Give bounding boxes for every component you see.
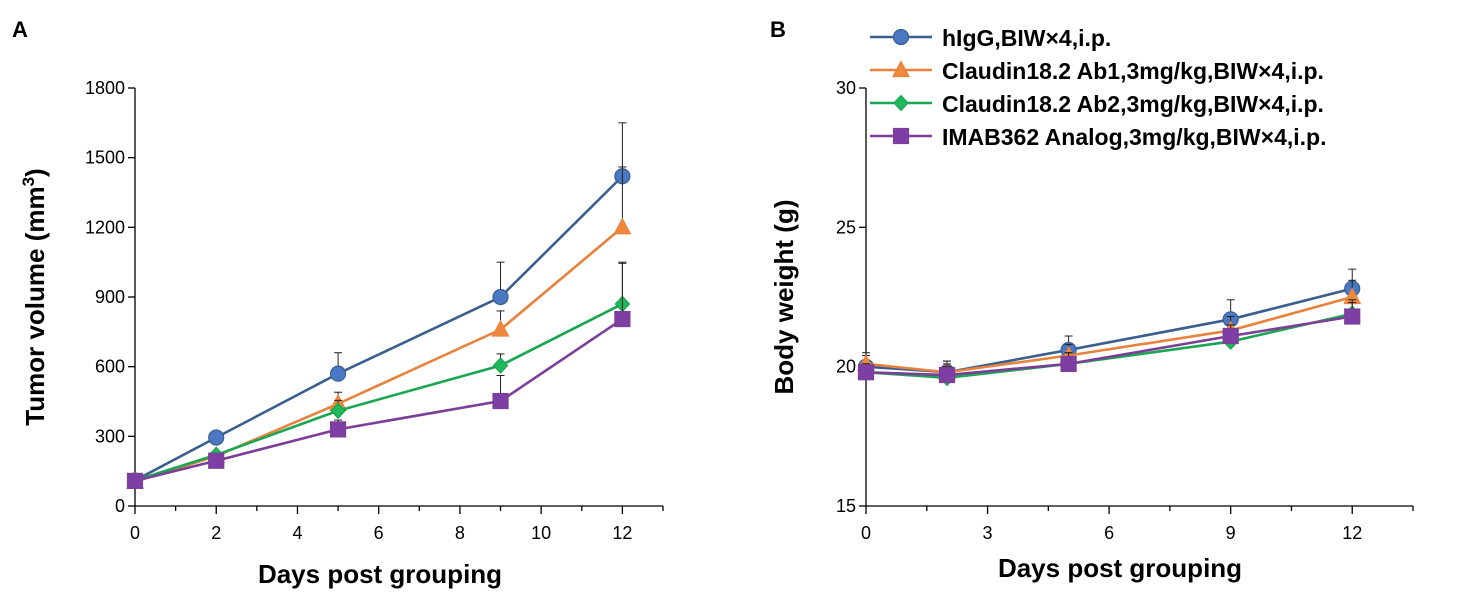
panel-b-series-line [865, 312, 1353, 380]
panel-b-x-tick-label: 6 [1104, 523, 1114, 543]
panel-a-series-line [134, 175, 624, 482]
panel-b-series-1 [857, 268, 1361, 381]
panel-a-y-tick-label: 1800 [85, 78, 125, 98]
legend-label: Claudin18.2 Ab2,3mg/kg,BIW×4,i.p. [942, 91, 1324, 117]
panel-a-x-tick-label: 10 [531, 523, 551, 543]
panel-a-y-axis-title: Tumor volume (mm3) [19, 168, 50, 425]
panel-a-plot: 0 300 600 900 1200 1500 1800 0 2 4 6 8 10 12 [85, 78, 664, 543]
legend-item: Claudin18.2 Ab2,3mg/kg,BIW×4,i.p. [870, 91, 1324, 117]
panel-a-data-point [126, 472, 144, 490]
panel-a-series-3 [127, 261, 631, 489]
panel-b-data-point [1060, 355, 1077, 372]
legend-item: IMAB362 Analog,3mg/kg,BIW×4,i.p. [870, 124, 1326, 150]
panel-b-y-tick-label: 15 [836, 496, 856, 516]
panel-a-data-point [492, 392, 509, 410]
legend-marker [892, 28, 910, 46]
panel-a-data-point [614, 310, 631, 328]
legend-item: Claudin18.2 Ab1,3mg/kg,BIW×4,i.p. [870, 58, 1324, 84]
panel-b-x-tick-label: 0 [861, 523, 871, 543]
panel-b-x-tick-label: 9 [1226, 523, 1236, 543]
panel-a-x-tick-label: 6 [374, 523, 384, 543]
panel-a-data-point [208, 452, 225, 469]
legend-marker [892, 60, 910, 78]
panel-a-y-tick-label: 1500 [85, 148, 125, 168]
legend-label: IMAB362 Analog,3mg/kg,BIW×4,i.p. [942, 124, 1326, 150]
panel-a-y-tick-label: 600 [95, 357, 125, 377]
panel-b-y-tick-label: 25 [836, 217, 856, 237]
panel-b-plot: 15 20 25 30 0 3 6 9 12 [836, 78, 1414, 543]
panel-a-series-4 [126, 262, 631, 490]
panel-b-x-tick-label: 12 [1342, 523, 1362, 543]
legend: hIgG,BIW×4,i.p. Claudin18.2 Ab1,3mg/kg,BI… [870, 25, 1326, 150]
panel-a-y-tick-label: 900 [95, 287, 125, 307]
panel-a-data-point [492, 288, 509, 306]
panel-b-series-4 [857, 302, 1361, 384]
panel-a-y-tick-label: 1200 [85, 217, 125, 237]
panel-a-series-2 [126, 166, 632, 489]
panel-a-x-tick-label: 2 [211, 523, 221, 543]
legend-label: hIgG,BIW×4,i.p. [942, 25, 1111, 51]
panel-a-label: A [12, 17, 28, 42]
panel-b-label: B [770, 17, 786, 42]
panel-a-data-point [329, 421, 347, 438]
panel-a-data-point [330, 402, 346, 420]
legend-label: Claudin18.2 Ab1,3mg/kg,BIW×4,i.p. [942, 58, 1324, 84]
panel-b-y-axis-title: Body weight (g) [769, 200, 799, 395]
panel-b-data-point [857, 364, 875, 381]
legend-item: hIgG,BIW×4,i.p. [870, 25, 1111, 51]
panel-b-x-tick-label: 3 [983, 523, 993, 543]
panel-a-series-1 [126, 122, 631, 489]
panel-a-x-tick-label: 0 [130, 523, 140, 543]
panel-b-y-tick-label: 30 [836, 78, 856, 98]
panel-b-data-point [938, 366, 956, 384]
panel-a-x-tick-label: 8 [455, 523, 465, 543]
panel-b-data-point [1344, 308, 1361, 325]
panel-b-data-point [1222, 327, 1239, 345]
legend-marker [893, 94, 909, 112]
panel-a-data-point [491, 319, 510, 337]
panel-a-x-axis-title: Days post grouping [258, 559, 502, 589]
panel-a-x-tick-label: 12 [612, 523, 632, 543]
panel-a-data-point [329, 365, 347, 382]
legend-marker [892, 127, 910, 145]
panel-b-x-axis-title: Days post grouping [998, 553, 1242, 583]
panel-a-data-point [613, 217, 632, 235]
panel-a-y-tick-label: 300 [95, 426, 125, 446]
panel-a-series-line [134, 302, 623, 482]
panel-a-y-tick-label: 0 [115, 496, 125, 516]
panel-a-x-tick-label: 4 [292, 523, 302, 543]
panel-b-series-line [865, 315, 1353, 377]
panel-a-data-point [208, 429, 225, 446]
panel-a-data-point [492, 357, 509, 374]
panel-b-y-tick-label: 20 [836, 357, 856, 377]
